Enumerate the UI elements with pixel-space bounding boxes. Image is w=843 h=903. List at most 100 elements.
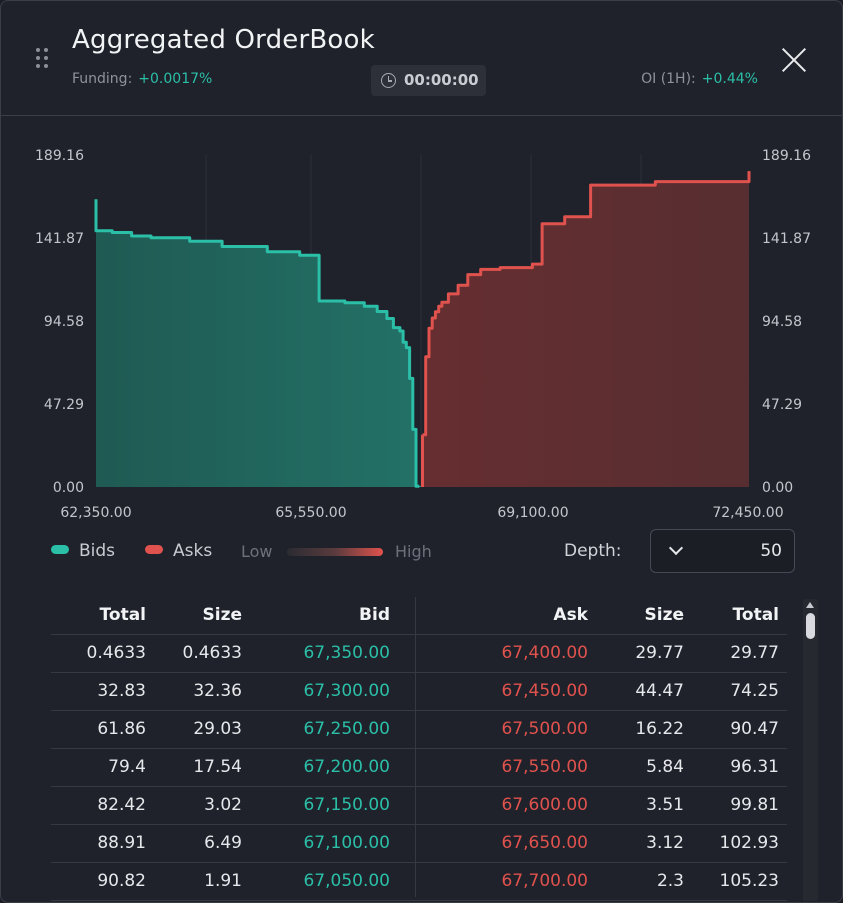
- y-tick-label-right: 141.87: [762, 231, 811, 247]
- y-tick-label-right: 189.16: [762, 148, 811, 164]
- table-row[interactable]: 32.83 32.36 67,300.00 67,450.00 44.47 74.25: [51, 673, 787, 711]
- panel-header: Aggregated OrderBook Funding: +0.0017% 00…: [1, 1, 842, 116]
- close-icon[interactable]: [779, 45, 809, 75]
- cell-bid-total: 0.4633: [86, 643, 146, 663]
- cell-ask-price: 67,550.00: [501, 757, 588, 777]
- y-tick-label-left: 47.29: [44, 397, 84, 413]
- asks-area: [422, 171, 749, 487]
- scroll-up-icon[interactable]: [806, 602, 814, 608]
- intensity-gradient-bar: [287, 548, 383, 556]
- scrollbar-thumb[interactable]: [806, 613, 815, 639]
- cell-ask-price: 67,450.00: [501, 681, 588, 701]
- cell-ask-size: 29.77: [635, 643, 684, 663]
- cell-bid-price: 67,300.00: [303, 681, 390, 701]
- y-tick-label-right: 94.58: [762, 314, 802, 330]
- legend-low-label: Low: [241, 542, 273, 561]
- cell-bid-price: 67,150.00: [303, 795, 390, 815]
- funding-value: +0.0017%: [138, 71, 213, 87]
- x-tick-label: 69,100.00: [497, 505, 568, 521]
- bids-swatch: [51, 545, 69, 554]
- cell-bid-price: 67,250.00: [303, 719, 390, 739]
- funding-info: Funding: +0.0017%: [72, 71, 212, 87]
- table-row[interactable]: 82.42 3.02 67,150.00 67,600.00 3.51 99.81: [51, 787, 787, 825]
- cell-bid-total: 88.91: [97, 833, 146, 853]
- cell-ask-size: 3.51: [646, 795, 684, 815]
- legend-bids[interactable]: Bids: [51, 541, 115, 561]
- table-scrollbar[interactable]: [803, 599, 818, 901]
- cell-bid-price: 67,100.00: [303, 833, 390, 853]
- drag-handle-icon[interactable]: [36, 48, 50, 72]
- cell-ask-total: 74.25: [730, 681, 779, 701]
- header-bid-size: Size: [202, 605, 243, 625]
- header-ask-size: Size: [644, 605, 685, 625]
- cell-ask-total: 99.81: [730, 795, 779, 815]
- cell-ask-total: 105.23: [719, 871, 779, 891]
- clock-icon: [381, 73, 396, 88]
- y-tick-label-left: 141.87: [35, 231, 84, 247]
- cell-bid-size: 0.4633: [182, 643, 242, 663]
- header-ask-total: Total: [732, 605, 779, 625]
- oi-value: +0.44%: [701, 71, 758, 87]
- chevron-down-icon: [668, 540, 684, 556]
- cell-ask-size: 44.47: [635, 681, 684, 701]
- depth-value: 50: [760, 541, 782, 561]
- cell-ask-total: 90.47: [730, 719, 779, 739]
- cell-ask-size: 5.84: [646, 757, 684, 777]
- oi-label: OI (1H):: [641, 71, 696, 87]
- table-row[interactable]: 61.86 29.03 67,250.00 67,500.00 16.22 90.47: [51, 711, 787, 749]
- cell-ask-price: 67,650.00: [501, 833, 588, 853]
- legend-asks[interactable]: Asks: [145, 541, 212, 561]
- cell-bid-size: 32.36: [193, 681, 242, 701]
- open-interest-info: OI (1H): +0.44%: [641, 71, 758, 87]
- legend-asks-label: Asks: [173, 541, 213, 561]
- cell-ask-total: 102.93: [719, 833, 779, 853]
- bids-area: [96, 199, 420, 487]
- asks-swatch: [145, 545, 163, 554]
- cell-ask-price: 67,700.00: [501, 871, 588, 891]
- cell-bid-total: 90.82: [97, 871, 146, 891]
- header-bid-total: Total: [99, 605, 146, 625]
- orderbook-table: Total Size Bid Ask Size Total 0.4633 0.46…: [51, 597, 787, 901]
- y-tick-label-left: 0.00: [53, 480, 84, 496]
- header-ask-price: Ask: [553, 605, 588, 625]
- x-tick-label: 62,350.00: [60, 505, 131, 521]
- cell-ask-total: 96.31: [730, 757, 779, 777]
- cell-bid-size: 3.02: [204, 795, 242, 815]
- cell-ask-size: 2.3: [656, 871, 684, 891]
- depth-chart: 189.16 189.16 141.87 141.87 94.58 94.58 47.29 4…: [35, 148, 811, 521]
- table-header-row: Total Size Bid Ask Size Total: [51, 597, 787, 635]
- cell-bid-price: 67,050.00: [303, 871, 390, 891]
- cell-ask-size: 3.12: [646, 833, 684, 853]
- y-tick-label-left: 94.58: [44, 314, 84, 330]
- y-tick-label-left: 189.16: [35, 148, 84, 164]
- cell-ask-price: 67,500.00: [501, 719, 588, 739]
- x-tick-label: 72,450.00: [712, 505, 783, 521]
- y-tick-label-right: 47.29: [762, 397, 802, 413]
- depth-label: Depth:: [564, 541, 622, 561]
- table-row[interactable]: 79.4 17.54 67,200.00 67,550.00 5.84 96.31: [51, 749, 787, 787]
- cell-ask-price: 67,600.00: [501, 795, 588, 815]
- asks-line: [422, 171, 751, 437]
- cell-bid-total: 32.83: [97, 681, 146, 701]
- bids-line: [94, 199, 420, 488]
- cell-ask-price: 67,400.00: [501, 643, 588, 663]
- table-row[interactable]: 0.4633 0.4633 67,350.00 67,400.00 29.77 29.77: [51, 635, 787, 673]
- countdown-timer: 00:00:00: [371, 65, 486, 96]
- header-bid-price: Bid: [359, 605, 390, 625]
- legend-high-label: High: [395, 542, 432, 561]
- cell-bid-price: 67,200.00: [303, 757, 390, 777]
- x-tick-label: 65,550.00: [275, 505, 346, 521]
- cell-bid-size: 29.03: [193, 719, 242, 739]
- depth-select[interactable]: 50: [650, 529, 795, 573]
- table-divider: [415, 597, 416, 897]
- cell-bid-total: 61.86: [97, 719, 146, 739]
- table-row[interactable]: 90.82 1.91 67,050.00 67,700.00 2.3 105.23: [51, 863, 787, 901]
- cell-bid-price: 67,350.00: [303, 643, 390, 663]
- cell-bid-total: 82.42: [97, 795, 146, 815]
- timer-value: 00:00:00: [404, 71, 479, 89]
- cell-bid-size: 1.91: [204, 871, 242, 891]
- table-row[interactable]: 88.91 6.49 67,100.00 67,650.00 3.12 102.93: [51, 825, 787, 863]
- cell-bid-size: 17.54: [193, 757, 242, 777]
- funding-label: Funding:: [72, 71, 133, 87]
